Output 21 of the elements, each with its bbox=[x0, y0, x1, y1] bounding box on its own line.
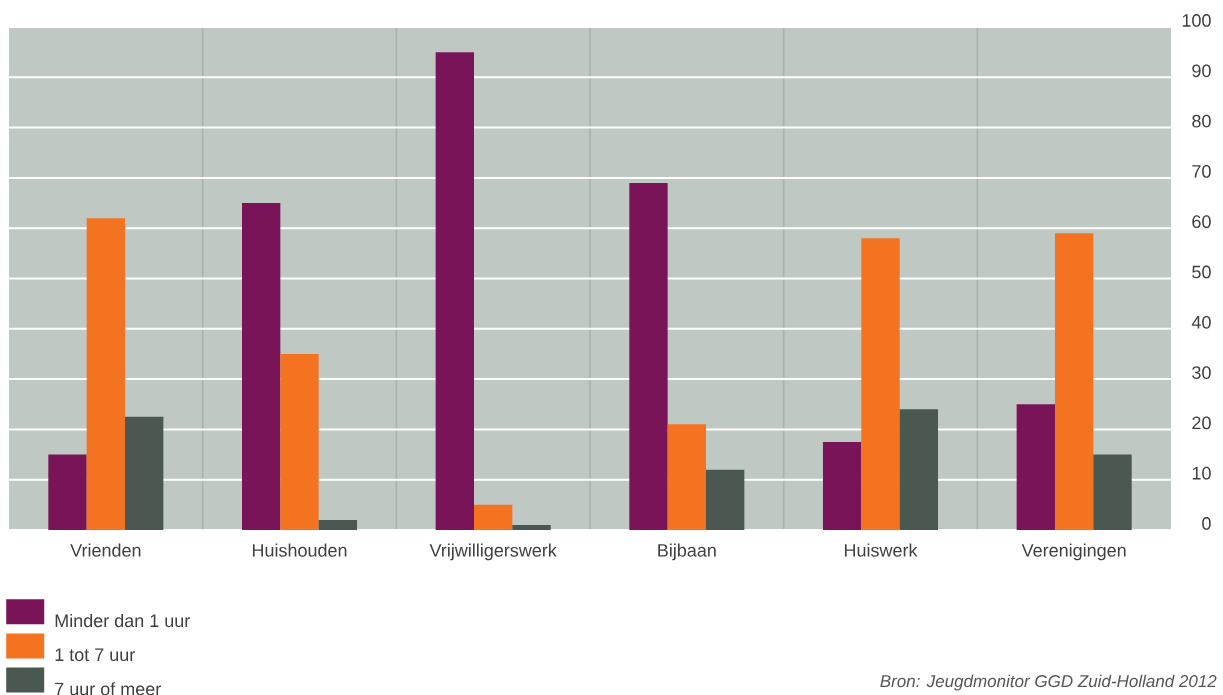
y-tick-label: 80 bbox=[1192, 114, 1211, 128]
y-tick-label: 0 bbox=[1202, 517, 1211, 530]
x-tick-label: Verenigingen bbox=[1021, 543, 1126, 561]
legend-label: Minder dan 1 uur bbox=[55, 613, 190, 628]
x-tick-label: Huiswerk bbox=[844, 543, 918, 557]
y-tick-label: 30 bbox=[1192, 366, 1211, 379]
legend-label: 1 tot 7 uur bbox=[55, 648, 135, 662]
y-tick-label: 10 bbox=[1192, 466, 1211, 480]
x-tick-label: Vrienden bbox=[70, 543, 141, 557]
y-tick-label: 90 bbox=[1192, 64, 1211, 78]
y-tick-label: 20 bbox=[1192, 416, 1211, 430]
x-tick-label: Vrijwilligerswerk bbox=[429, 543, 557, 561]
y-tick-label: 40 bbox=[1191, 315, 1211, 329]
text: Bron: Jeugdmonitor GGD Zuid-Holland 2012 bbox=[880, 674, 1217, 691]
x-tick-label: Huishouden bbox=[252, 543, 347, 557]
x-tick-label: Bijbaan bbox=[658, 543, 716, 561]
y-tick-label: 50 bbox=[1192, 265, 1211, 279]
y-tick-label: 100 bbox=[1182, 14, 1211, 27]
legend-label: 7 uur of meer bbox=[55, 682, 161, 695]
y-tick-label: 70 bbox=[1192, 165, 1211, 178]
y-tick-label: 60 bbox=[1192, 215, 1211, 229]
